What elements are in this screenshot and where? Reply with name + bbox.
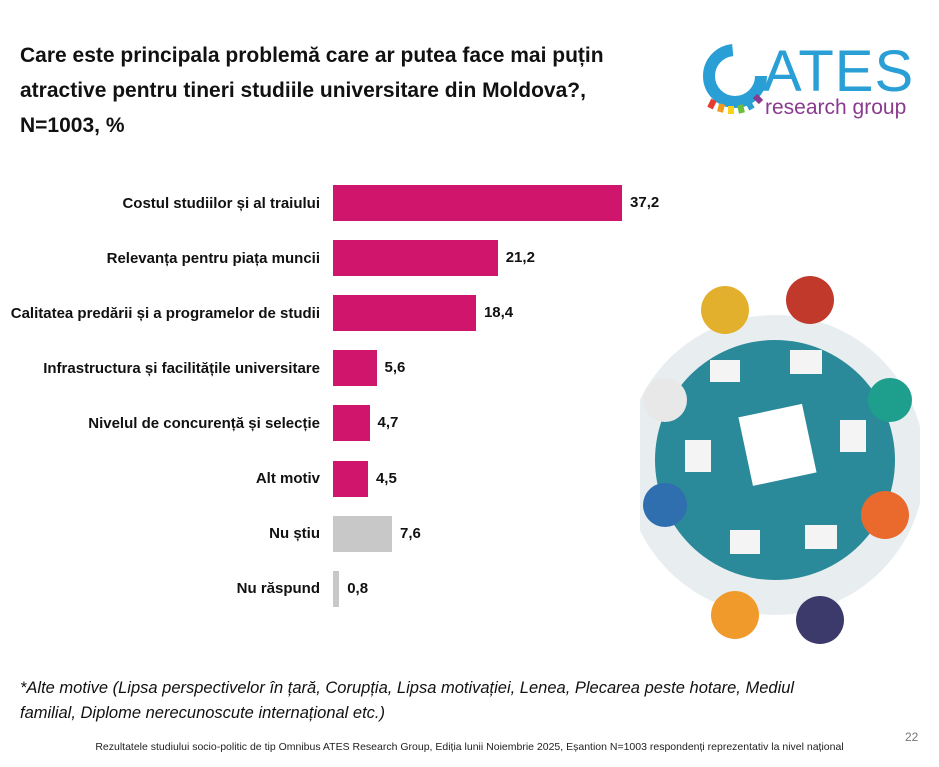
- illustration: [640, 276, 920, 644]
- value-label: 37,2: [630, 194, 660, 211]
- bar: [333, 240, 498, 277]
- value-label: 7,6: [400, 524, 421, 542]
- footnote: *Alte motive (Lipsa perspectivelor în ța…: [20, 679, 795, 722]
- value-label: 18,4: [483, 304, 514, 322]
- category-label: Alt motiv: [255, 470, 320, 487]
- logo-tagline: research group: [765, 96, 907, 119]
- category-label: Nu știu: [269, 525, 320, 543]
- category-label: Nivelul de concurență și selecție: [88, 414, 320, 432]
- category-label: Relevanța pentru piața muncii: [106, 249, 320, 267]
- bar: [333, 570, 340, 607]
- value-label: 5,6: [384, 359, 406, 377]
- bar: [333, 515, 393, 552]
- source-note: Rezultatele studiului socio-politic de t…: [95, 741, 844, 753]
- value-label: 0,8: [347, 579, 369, 597]
- logo-name: ATES: [763, 39, 915, 104]
- bar: [333, 350, 377, 387]
- category-label: Costul studiilor și al traiului: [122, 194, 320, 212]
- category-label: Infrastructura și facilitățile universit…: [43, 359, 320, 377]
- category-label: Calitatea predării și a programelor de s…: [10, 304, 320, 322]
- logo-icon: [703, 44, 767, 114]
- value-label: 21,2: [505, 249, 535, 267]
- chart-title: Care este principala problemă care ar pu…: [20, 44, 604, 137]
- bar: [333, 460, 368, 497]
- category-label: Nu răspund: [236, 580, 320, 598]
- page-number: 22: [905, 730, 919, 744]
- bar: [333, 405, 370, 442]
- bar: [333, 295, 476, 332]
- value-label: 4,7: [377, 414, 399, 432]
- value-label: 4,5: [375, 469, 397, 487]
- bar: [333, 185, 623, 221]
